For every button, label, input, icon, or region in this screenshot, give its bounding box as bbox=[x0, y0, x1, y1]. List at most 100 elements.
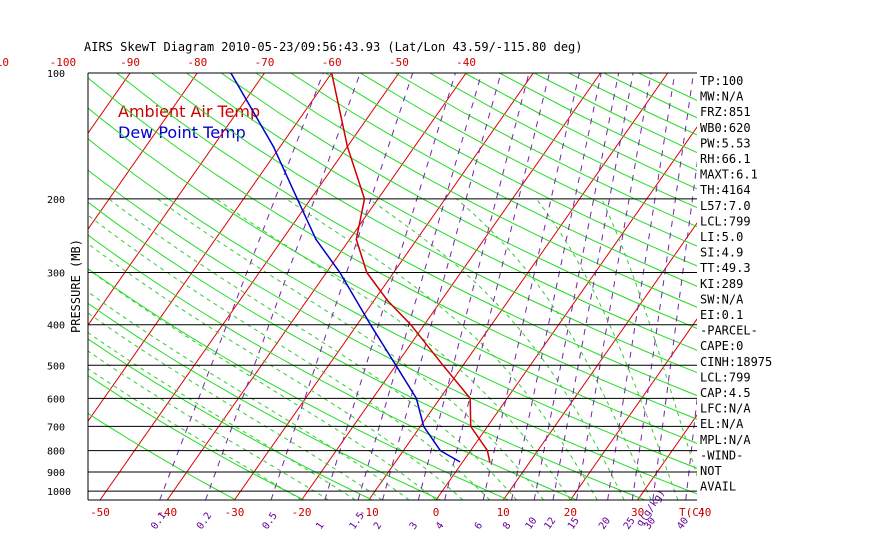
dry-adiabat-line bbox=[220, 73, 697, 329]
mixing-ratio-label: 10 bbox=[524, 516, 540, 532]
isotherm-line bbox=[88, 73, 265, 327]
dew-point-temp-profile-point bbox=[369, 323, 372, 326]
mixing-ratio-label: 20 bbox=[597, 516, 613, 532]
dry-adiabat-line bbox=[88, 338, 373, 500]
chart-title: AIRS SkewT Diagram 2010-05-23/09:56:43.9… bbox=[84, 40, 583, 54]
mixing-ratio-label: 3 bbox=[408, 520, 420, 531]
moist-adiabat-line bbox=[88, 243, 464, 500]
pressure-tick-label: 500 bbox=[47, 361, 65, 372]
bottom-temp-tick-label: -50 bbox=[90, 506, 110, 519]
index-entry: CAPE:0 bbox=[700, 339, 743, 353]
index-entry: KI:289 bbox=[700, 277, 743, 291]
index-entry: NOT bbox=[700, 464, 722, 478]
dry-adiabat-line bbox=[255, 73, 697, 308]
dew-point-temp-profile-point bbox=[339, 271, 341, 274]
pressure-tick-label: 1000 bbox=[47, 487, 71, 498]
mixing-ratio-label: 4 bbox=[434, 520, 446, 531]
index-entry: RH:66.1 bbox=[700, 152, 751, 166]
dew-point-temp-profile-point bbox=[422, 425, 425, 428]
isotherm-line bbox=[88, 73, 131, 135]
index-entry: EL:N/A bbox=[700, 417, 744, 431]
ambient-air-temp-profile-point bbox=[486, 449, 489, 452]
isobar-layer bbox=[87, 72, 697, 501]
moist-adiabat-line bbox=[108, 198, 517, 500]
ambient-air-temp-profile-point bbox=[469, 425, 472, 428]
dry-adiabat-line bbox=[151, 73, 697, 374]
ambient-air-temp-profile-point bbox=[330, 73, 333, 74]
dry-adiabat-line bbox=[325, 73, 697, 267]
dry-adiabat-line bbox=[88, 169, 697, 495]
ambient-air-temp-profile-point bbox=[488, 460, 491, 463]
dew-point-temp-profile-point bbox=[315, 238, 317, 241]
dry-adiabat-line bbox=[88, 302, 441, 500]
index-entry: SI:4.9 bbox=[700, 246, 743, 260]
moist-adiabat-line bbox=[368, 198, 625, 500]
index-entry: LCL:799 bbox=[700, 370, 751, 384]
index-entry: -PARCEL- bbox=[700, 324, 758, 338]
bottom-temp-tick-label: 20 bbox=[564, 506, 577, 519]
isotherm-line bbox=[0, 73, 63, 500]
mixing-ratio-line bbox=[417, 73, 530, 500]
top-temp-tick-label: -80 bbox=[187, 56, 207, 69]
moist-adiabat-line bbox=[88, 368, 302, 500]
moist-adiabat-line bbox=[88, 312, 383, 500]
dry-adiabat-line bbox=[88, 77, 697, 420]
mixing-ratio-label: 8 bbox=[501, 520, 513, 531]
mixing-ratio-line bbox=[482, 73, 580, 500]
index-entry: CINH:18975 bbox=[700, 355, 772, 369]
top-temp-tick-label: -60 bbox=[322, 56, 342, 69]
pressure-tick-label: 200 bbox=[47, 195, 65, 206]
mixing-ratio-label: 12 bbox=[542, 516, 558, 532]
moist-adiabat-line bbox=[601, 198, 697, 478]
index-entry: SW:N/A bbox=[700, 292, 744, 306]
legend-dew-point-temp: Dew Point Temp bbox=[118, 123, 246, 142]
moist-adiabat-line bbox=[536, 198, 679, 500]
top-temp-tick-label: -40 bbox=[456, 56, 476, 69]
bottom-temp-tick-label: 10 bbox=[497, 506, 510, 519]
index-entry: TH:4164 bbox=[700, 183, 751, 197]
dew-point-temp-profile-point bbox=[272, 145, 275, 148]
mixing-ratio-line bbox=[533, 73, 620, 500]
mixing-ratio-label: 2 bbox=[372, 520, 384, 531]
index-entry: MAXT:6.1 bbox=[700, 168, 758, 182]
dew-point-temp-profile-point bbox=[296, 198, 299, 200]
moist-adiabat-line bbox=[88, 268, 437, 500]
index-entry: LFC:N/A bbox=[700, 402, 751, 416]
dew-point-temp-profile-point bbox=[458, 460, 461, 463]
mixing-ratio-label: 1 bbox=[314, 520, 326, 531]
dry-adiabat-line bbox=[88, 107, 697, 444]
bottom-temp-tick-label: -30 bbox=[224, 506, 244, 519]
moist-adiabat-line bbox=[215, 198, 571, 500]
index-entry: L57:7.0 bbox=[700, 199, 751, 213]
mixing-ratio-label: 0.2 bbox=[195, 511, 214, 532]
mixing-ratio-line bbox=[576, 73, 652, 500]
isotherm-line bbox=[569, 318, 697, 500]
mixing-ratio-line bbox=[444, 73, 550, 500]
index-entry: FRZ:851 bbox=[700, 105, 751, 119]
isotherm-line bbox=[166, 73, 467, 500]
ambient-air-temp-profile-point bbox=[410, 323, 412, 326]
dry-adiabat-line bbox=[186, 73, 697, 351]
dry-adiabat-line bbox=[88, 137, 697, 469]
pressure-tick-label: 700 bbox=[47, 422, 65, 433]
mixing-ratio-line bbox=[357, 73, 483, 500]
dry-adiabat-line bbox=[116, 73, 697, 397]
top-temp-tick-label: -90 bbox=[120, 56, 140, 69]
index-entry: MW:N/A bbox=[700, 90, 744, 104]
isotherm-line bbox=[99, 73, 400, 500]
moist-adiabat-line bbox=[285, 198, 598, 500]
mixing-ratio-label: 6 bbox=[473, 520, 485, 531]
dry-adiabat-line bbox=[88, 374, 305, 500]
series-layer bbox=[230, 73, 491, 463]
isotherm-line bbox=[301, 73, 601, 500]
bottom-axis-unit: T(C) bbox=[679, 506, 706, 519]
ambient-air-temp-profile-point bbox=[469, 397, 471, 400]
moist-adiabat-line bbox=[88, 350, 329, 500]
dry-adiabat-line bbox=[88, 201, 645, 500]
moist-adiabat-line bbox=[88, 214, 491, 500]
bottom-temp-tick-label: 30 bbox=[631, 506, 644, 519]
bottom-temp-tick-label: 0 bbox=[433, 506, 440, 519]
ambient-air-temp-profile-point bbox=[365, 271, 368, 274]
